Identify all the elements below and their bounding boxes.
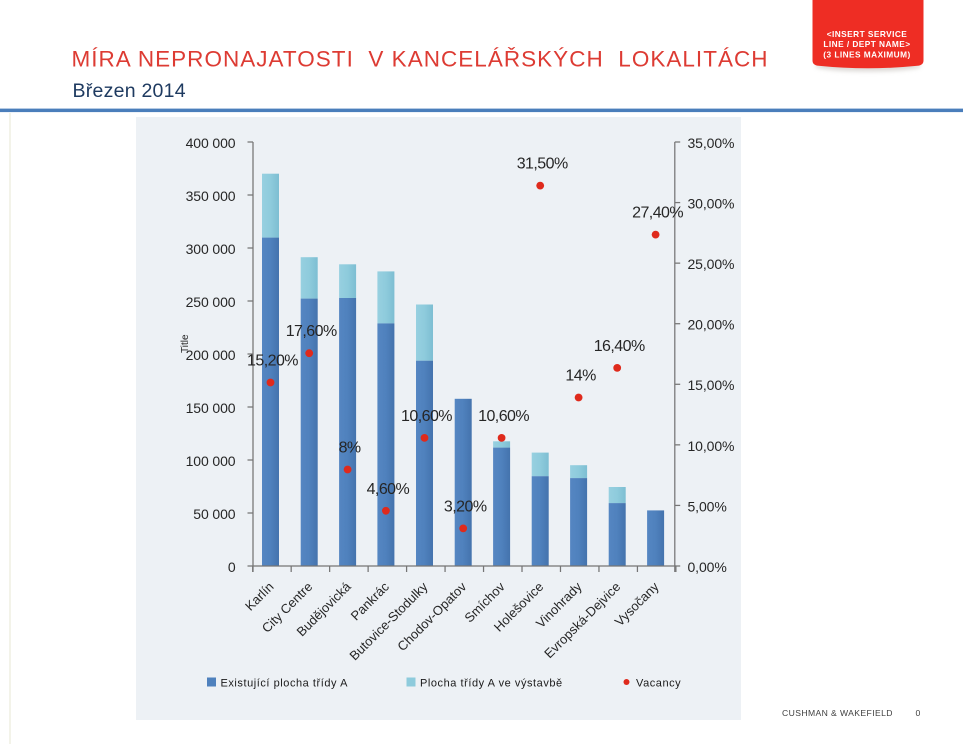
svg-text:5,00%: 5,00%: [688, 498, 727, 514]
svg-text:20,00%: 20,00%: [688, 317, 735, 333]
svg-text:<INSERT SERVICE: <INSERT SERVICE: [827, 29, 908, 39]
svg-text:15,20%: 15,20%: [247, 353, 298, 370]
svg-text:4,60%: 4,60%: [367, 481, 410, 498]
svg-text:250 000: 250 000: [186, 294, 236, 310]
svg-text:8%: 8%: [339, 440, 361, 457]
svg-text:27,40%: 27,40%: [632, 205, 683, 222]
svg-text:0: 0: [916, 708, 921, 718]
svg-text:17,60%: 17,60%: [286, 323, 337, 340]
svg-text:Plocha třídy A ve výstavbě: Plocha třídy A ve výstavbě: [420, 677, 563, 689]
svg-text:10,60%: 10,60%: [401, 408, 452, 425]
svg-text:200 000: 200 000: [186, 347, 236, 363]
svg-text:14%: 14%: [565, 368, 596, 385]
svg-text:Existující plocha třídy A: Existující plocha třídy A: [221, 677, 349, 689]
svg-text:(3 LINES MAXIMUM): (3 LINES MAXIMUM): [823, 49, 910, 59]
svg-text:10,00%: 10,00%: [688, 438, 735, 454]
svg-text:100 000: 100 000: [186, 453, 236, 469]
svg-text:50 000: 50 000: [193, 506, 236, 522]
svg-text:0,00%: 0,00%: [688, 559, 727, 575]
svg-text:10,60%: 10,60%: [478, 408, 529, 425]
svg-text:400 000: 400 000: [186, 135, 236, 151]
svg-text:16,40%: 16,40%: [594, 338, 645, 355]
svg-text:15,00%: 15,00%: [688, 377, 735, 393]
svg-text:31,50%: 31,50%: [517, 156, 568, 173]
svg-text:350 000: 350 000: [186, 188, 236, 204]
svg-text:3,20%: 3,20%: [444, 498, 487, 515]
svg-text:Březen 2014: Březen 2014: [73, 80, 186, 102]
svg-text:CUSHMAN & WAKEFIELD: CUSHMAN & WAKEFIELD: [782, 708, 893, 718]
svg-text:30,00%: 30,00%: [688, 195, 735, 211]
svg-text:MÍRA NEPRONAJATOSTI V KANCELÁ: MÍRA NEPRONAJATOSTI V KANCELÁŘSKÝCH LOKA…: [72, 47, 769, 72]
svg-text:0: 0: [228, 559, 236, 575]
svg-text:150 000: 150 000: [186, 400, 236, 416]
svg-text:LINE / DEPT NAME>: LINE / DEPT NAME>: [823, 39, 910, 49]
svg-text:300 000: 300 000: [186, 241, 236, 257]
svg-text:25,00%: 25,00%: [688, 256, 735, 272]
svg-text:Vacancy: Vacancy: [636, 677, 681, 689]
svg-text:35,00%: 35,00%: [688, 135, 735, 151]
svg-text:Title: Title: [180, 334, 191, 353]
